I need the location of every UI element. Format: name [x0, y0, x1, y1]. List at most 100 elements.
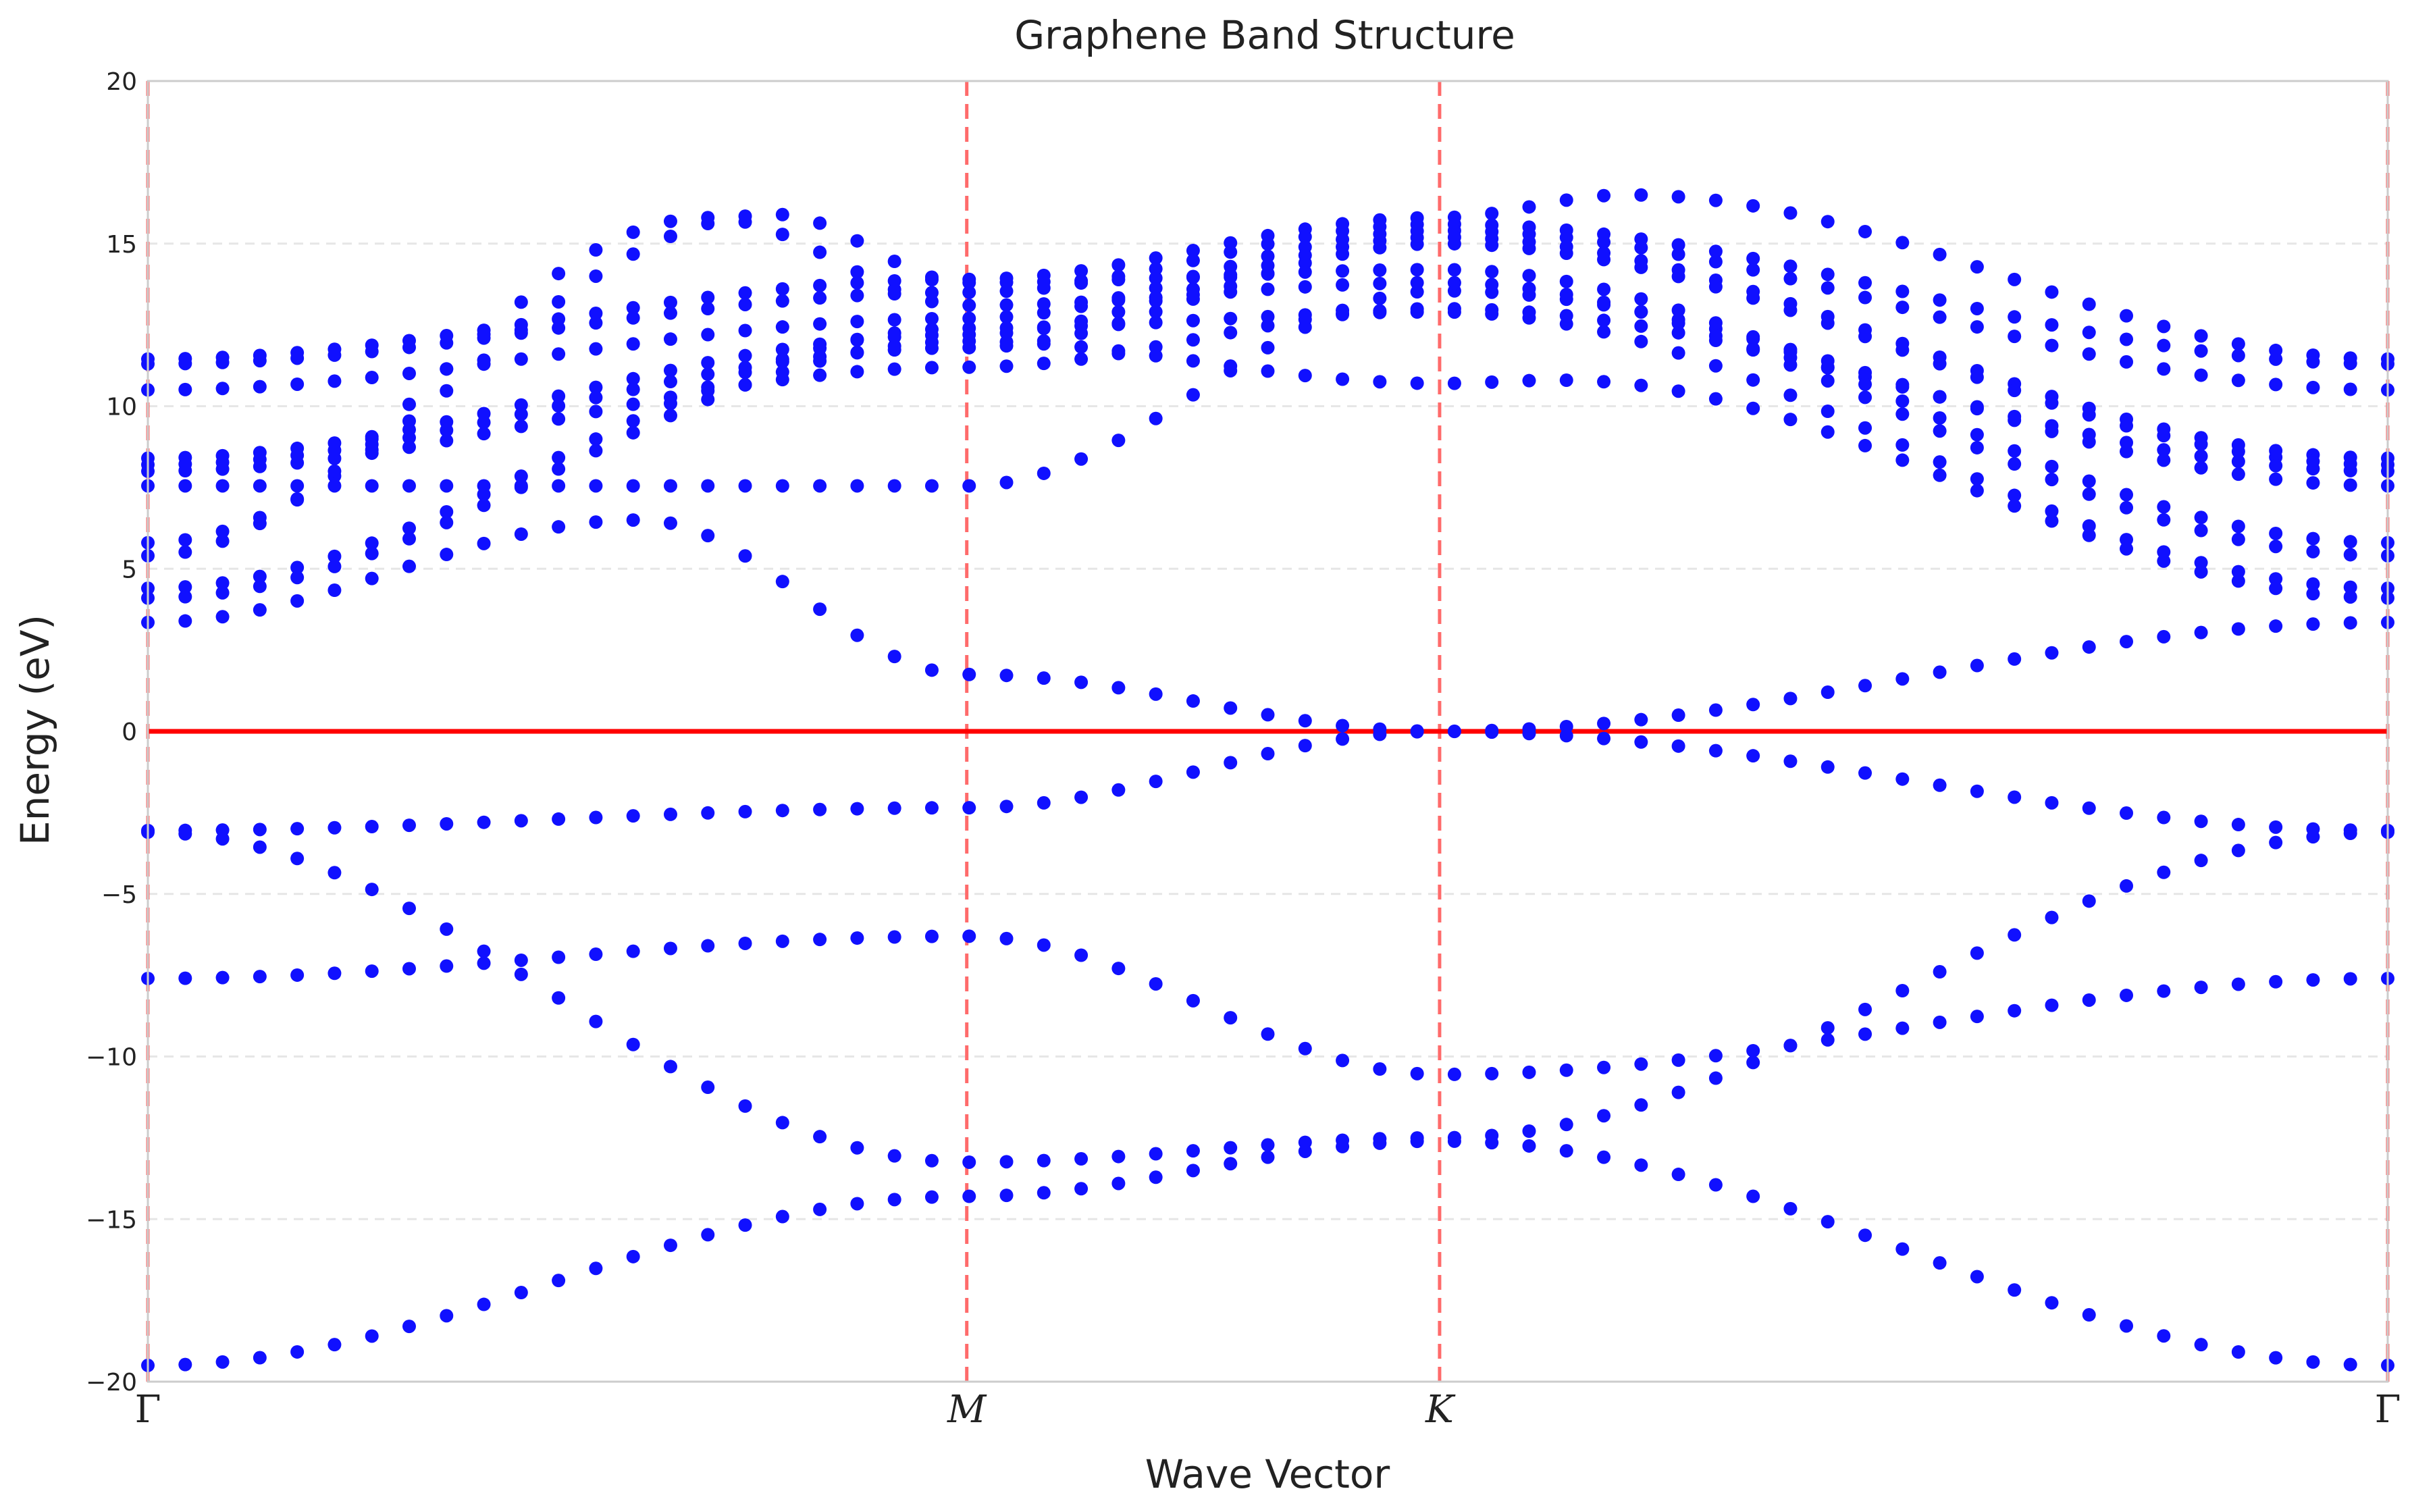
band-point: [701, 1080, 715, 1095]
band-point: [813, 341, 827, 355]
band-point: [850, 628, 864, 642]
band-point: [813, 1130, 827, 1144]
band-point: [1373, 276, 1387, 290]
band-point: [1559, 246, 1573, 260]
band-point: [626, 301, 640, 315]
band-point: [1522, 727, 1536, 741]
band-point: [1597, 295, 1611, 309]
band-point: [477, 328, 491, 342]
band-point: [1970, 946, 1984, 960]
band-point: [2045, 318, 2059, 332]
band-point: [1149, 348, 1163, 363]
band-point: [365, 432, 379, 446]
band-point: [328, 451, 342, 465]
band-point: [887, 930, 901, 944]
band-points: [141, 188, 2394, 1372]
band-point: [850, 802, 864, 816]
band-point: [215, 534, 230, 548]
band-point: [402, 414, 416, 428]
band-point: [2306, 380, 2320, 394]
band-point: [440, 384, 454, 398]
band-point: [215, 524, 230, 538]
band-point: [178, 971, 192, 985]
band-point: [738, 377, 752, 392]
band-point: [626, 809, 640, 823]
band-point: [2157, 338, 2171, 353]
band-point: [2343, 972, 2357, 986]
band-point: [2008, 652, 2022, 666]
band-point: [1820, 1215, 1835, 1229]
band-point: [1783, 692, 1798, 706]
band-point: [328, 559, 342, 573]
band-point: [514, 527, 528, 541]
band-point: [962, 334, 976, 348]
band-point: [2157, 865, 2171, 879]
band-point: [2194, 1338, 2208, 1352]
band-point: [1933, 1256, 1947, 1270]
band-point: [2082, 408, 2096, 422]
band-point: [440, 423, 454, 438]
band-point: [1074, 948, 1089, 962]
band-point: [1261, 708, 1275, 722]
band-point: [1373, 263, 1387, 278]
band-point: [1111, 962, 1126, 976]
band-point: [2194, 625, 2208, 640]
band-point: [215, 355, 230, 369]
band-point: [552, 399, 566, 413]
band-point: [253, 569, 267, 583]
band-point: [2045, 514, 2059, 528]
band-point: [1447, 1067, 1461, 1081]
band-point: [1224, 285, 1238, 299]
band-point: [1485, 265, 1499, 279]
band-point: [1410, 376, 1424, 390]
band-point: [290, 968, 305, 982]
band-point: [2120, 444, 2134, 459]
band-point: [1410, 305, 1424, 319]
band-point: [1597, 1150, 1611, 1164]
band-point: [589, 405, 603, 419]
band-point: [1261, 266, 1275, 280]
band-point: [2231, 565, 2245, 579]
band-point: [440, 362, 454, 376]
band-point: [2082, 325, 2096, 340]
band-point: [2194, 329, 2208, 343]
band-point: [1410, 1066, 1424, 1080]
band-point: [1485, 278, 1499, 292]
band-point: [663, 332, 677, 346]
band-point: [402, 559, 416, 573]
band-point: [1933, 424, 1947, 438]
band-point: [738, 1099, 752, 1113]
band-point: [962, 1189, 976, 1203]
band-point: [2231, 348, 2245, 363]
band-point: [1634, 292, 1648, 306]
band-point: [2306, 355, 2320, 369]
band-point: [365, 371, 379, 385]
band-point: [1373, 291, 1387, 305]
band-point: [514, 814, 528, 828]
band-point: [813, 802, 827, 816]
band-point: [253, 380, 267, 394]
band-point: [1933, 247, 1947, 261]
band-point: [1186, 354, 1200, 368]
band-point: [552, 294, 566, 309]
band-point: [999, 475, 1014, 490]
band-point: [1149, 251, 1163, 265]
band-point: [663, 409, 677, 423]
band-point: [328, 966, 342, 981]
band-point: [1074, 352, 1089, 366]
band-point: [626, 1037, 640, 1051]
band-point: [626, 382, 640, 396]
band-point: [477, 427, 491, 441]
band-point: [2194, 854, 2208, 868]
band-point: [1783, 358, 1798, 372]
band-point: [1522, 311, 1536, 325]
band-point: [850, 345, 864, 359]
plot-frame: [147, 80, 2389, 1383]
band-point: [813, 354, 827, 368]
band-point: [1634, 735, 1648, 749]
band-point: [962, 311, 976, 325]
band-point: [924, 335, 939, 349]
band-point: [1970, 472, 1984, 486]
band-point: [1074, 319, 1089, 333]
